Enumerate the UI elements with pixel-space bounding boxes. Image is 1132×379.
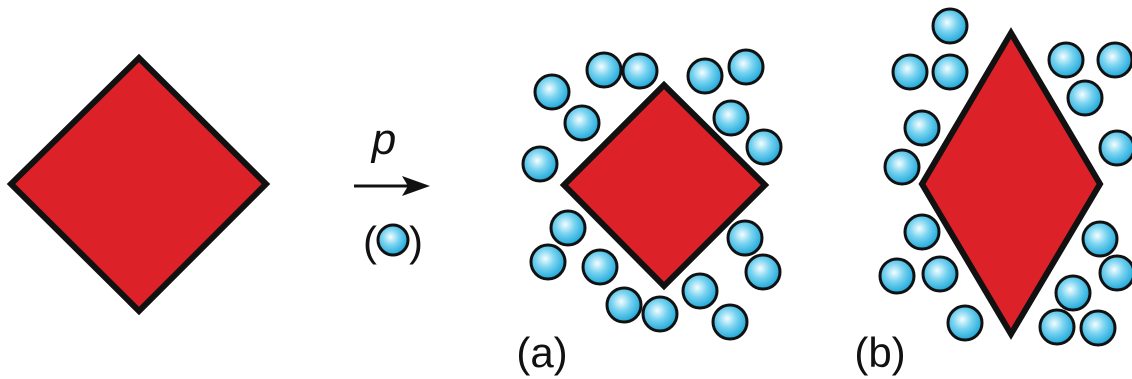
panel-b-particle (946, 304, 984, 342)
initial-square-shape (6, 53, 271, 316)
panel-b-particle (1038, 308, 1076, 346)
panel-b-particle (1054, 274, 1092, 312)
panel-b-particle (921, 255, 959, 293)
panel-a-particle (744, 253, 782, 291)
panel-b-particle (1081, 220, 1119, 258)
panel-a-particle (549, 209, 587, 247)
panel-b-particle (891, 53, 929, 91)
particle-paren-open: ( (363, 218, 377, 265)
panel-a-particle (686, 57, 724, 95)
panel-a-label: (a) (516, 329, 567, 376)
panel-b-particle (1098, 254, 1132, 292)
panel-a-particle (745, 128, 783, 166)
panel-b-particles (878, 7, 1132, 347)
panel-a-particle (585, 51, 623, 89)
panel-a-particle (681, 272, 719, 310)
panel-a-particle (726, 219, 764, 257)
panel-a-particle (563, 104, 601, 142)
pressure-label: p (370, 115, 396, 164)
panel-a-particle (533, 73, 571, 111)
panel-b-label: (b) (854, 329, 905, 376)
panel-a-square-shape (559, 80, 770, 291)
panel-b-particle (931, 7, 969, 45)
panel-b-particle (1079, 309, 1117, 347)
panel-a-particle (641, 295, 679, 333)
panel-b-particle (1096, 41, 1132, 79)
pressure-arrow (354, 176, 430, 196)
panel-b-particle (931, 53, 969, 91)
panel-b-particle (1098, 129, 1132, 167)
panel-b-rhombus-shape (918, 27, 1104, 340)
panel-b-particle (1066, 79, 1104, 117)
panel-b-particle (883, 148, 921, 186)
panel-b-particle (903, 109, 941, 147)
particle-legend-icon (376, 223, 410, 257)
panel-a-particle (711, 303, 749, 341)
panel-b-particle (1047, 41, 1085, 79)
panel-a-particle (581, 248, 619, 286)
panel-a-particle (621, 52, 659, 90)
particle-paren-close: ) (409, 218, 423, 265)
panel-a-particle (605, 286, 643, 324)
panel-a-particle (521, 145, 559, 183)
panel-b-particle (903, 213, 941, 251)
panel-a-particle (727, 48, 765, 86)
panel-a-particle (529, 243, 567, 281)
panel-a-particles (521, 48, 783, 341)
panel-a-particle (712, 99, 750, 137)
panel-b-particle (878, 257, 916, 295)
